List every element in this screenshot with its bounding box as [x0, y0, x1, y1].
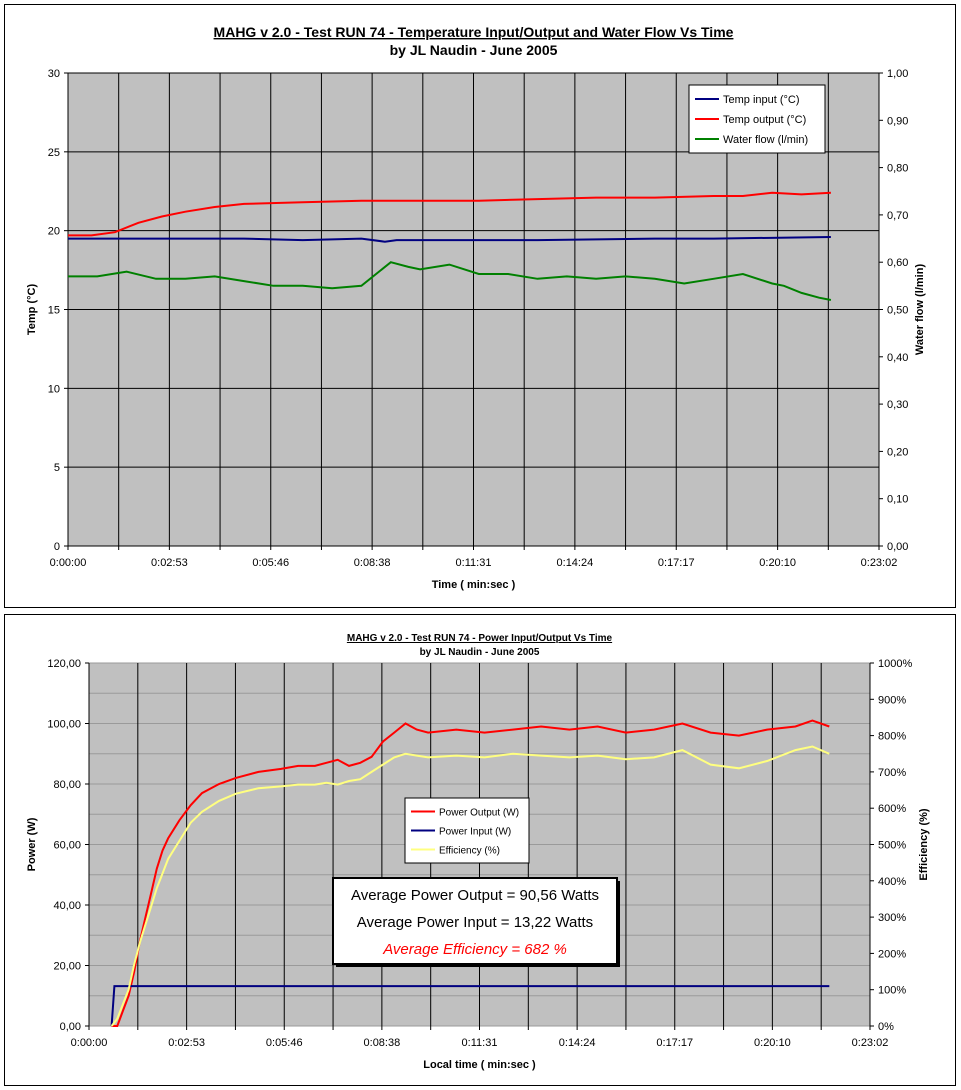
x-tick-label: 0:20:10: [754, 1037, 791, 1049]
series-line-3: [110, 745, 830, 1027]
y-tick-label: 10: [48, 383, 60, 395]
x-tick-label: 0:05:46: [266, 1037, 303, 1049]
power-chart-panel: MAHG v 2.0 - Test RUN 74 - Power Input/O…: [4, 614, 956, 1086]
y2-tick-label: 600%: [878, 803, 906, 815]
legend-label: Temp output (°C): [723, 114, 806, 126]
x-tick-label: 0:23:02: [861, 557, 898, 569]
y2-axis-label: Efficiency (%): [918, 808, 930, 880]
x-tick-label: 0:14:24: [559, 1037, 596, 1049]
y2-tick-label: 0,10: [887, 494, 908, 506]
x-tick-label: 0:11:31: [462, 1037, 498, 1049]
x-tick-label: 0:23:02: [852, 1037, 889, 1049]
y-tick-label: 100,00: [47, 719, 81, 731]
legend-label: Temp input (°C): [723, 94, 800, 106]
y2-axis-label: Water flow (l/min): [914, 264, 926, 356]
y-tick-label: 20,00: [53, 961, 81, 973]
y2-tick-label: 0,20: [887, 446, 908, 458]
y-axis-label: Power (W): [26, 817, 38, 871]
y2-tick-label: 0%: [878, 1021, 894, 1033]
temperature-chart: MAHG v 2.0 - Test RUN 74 - Temperature I…: [26, 24, 926, 591]
chart-title: MAHG v 2.0 - Test RUN 74 - Temperature I…: [214, 24, 734, 40]
series-line-2: [110, 985, 830, 1027]
y-tick-label: 15: [48, 305, 60, 317]
annotation-box: [332, 877, 618, 965]
x-tick-label: 0:00:00: [71, 1037, 108, 1049]
y2-tick-label: 400%: [878, 876, 906, 888]
x-tick-label: 0:20:10: [759, 557, 796, 569]
x-tick-label: 0:00:00: [50, 557, 87, 569]
y-tick-label: 60,00: [53, 840, 81, 852]
temperature-chart-panel: MAHG v 2.0 - Test RUN 74 - Temperature I…: [4, 4, 956, 608]
y-tick-label: 0,00: [60, 1021, 81, 1033]
y2-tick-label: 0,30: [887, 399, 908, 411]
x-tick-label: 0:14:24: [557, 557, 594, 569]
y2-tick-label: 0,90: [887, 115, 908, 127]
x-tick-label: 0:17:17: [658, 557, 695, 569]
series-line-1: [111, 719, 830, 1027]
series-line-2: [68, 191, 831, 237]
annotation-efficiency: Average Efficiency = 682 %: [382, 941, 567, 958]
series-line-3: [68, 261, 832, 301]
y2-tick-label: 300%: [878, 912, 906, 924]
y2-tick-label: 0,00: [887, 541, 908, 553]
y-tick-label: 40,00: [53, 900, 81, 912]
x-tick-label: 0:02:53: [168, 1037, 205, 1049]
chart-title: MAHG v 2.0 - Test RUN 74 - Power Input/O…: [347, 633, 613, 644]
y2-tick-label: 0,50: [887, 305, 908, 317]
y-tick-label: 25: [48, 147, 60, 159]
x-axis-label: Time ( min:sec ): [432, 579, 516, 591]
y2-tick-label: 100%: [878, 985, 906, 997]
y2-tick-label: 800%: [878, 731, 906, 743]
y2-tick-label: 500%: [878, 840, 906, 852]
chart-subtitle: by JL Naudin - June 2005: [420, 647, 540, 658]
power-chart: MAHG v 2.0 - Test RUN 74 - Power Input/O…: [26, 633, 930, 1071]
y2-tick-label: 900%: [878, 694, 906, 706]
chart-subtitle: by JL Naudin - June 2005: [390, 42, 558, 58]
legend-label: Efficiency (%): [439, 846, 500, 857]
y2-tick-label: 0,70: [887, 210, 908, 222]
annotation-input: Average Power Input = 13,22 Watts: [357, 914, 593, 931]
x-tick-label: 0:05:46: [252, 557, 289, 569]
y-tick-label: 30: [48, 68, 60, 80]
y2-tick-label: 0,60: [887, 257, 908, 269]
y2-tick-label: 1000%: [878, 658, 912, 670]
y-tick-label: 20: [48, 226, 60, 238]
legend-label: Power Output (W): [439, 808, 519, 819]
annotation-output: Average Power Output = 90,56 Watts: [351, 887, 599, 904]
x-tick-label: 0:08:38: [354, 557, 391, 569]
x-tick-label: 0:11:31: [456, 557, 492, 569]
y-tick-label: 120,00: [47, 658, 81, 670]
y-tick-label: 80,00: [53, 779, 81, 791]
x-tick-label: 0:08:38: [364, 1037, 401, 1049]
y2-tick-label: 0,80: [887, 163, 908, 175]
x-tick-label: 0:02:53: [151, 557, 188, 569]
y-tick-label: 0: [54, 541, 60, 553]
y2-tick-label: 200%: [878, 948, 906, 960]
y-tick-label: 5: [54, 462, 60, 474]
y-axis-label: Temp (°C): [26, 284, 38, 336]
y2-tick-label: 1,00: [887, 68, 908, 80]
legend-label: Water flow (l/min): [723, 134, 808, 146]
y2-tick-label: 700%: [878, 767, 906, 779]
y2-tick-label: 0,40: [887, 352, 908, 364]
legend-label: Power Input (W): [439, 827, 511, 838]
series-line-1: [68, 236, 831, 243]
x-axis-label: Local time ( min:sec ): [423, 1059, 536, 1071]
x-tick-label: 0:17:17: [656, 1037, 693, 1049]
